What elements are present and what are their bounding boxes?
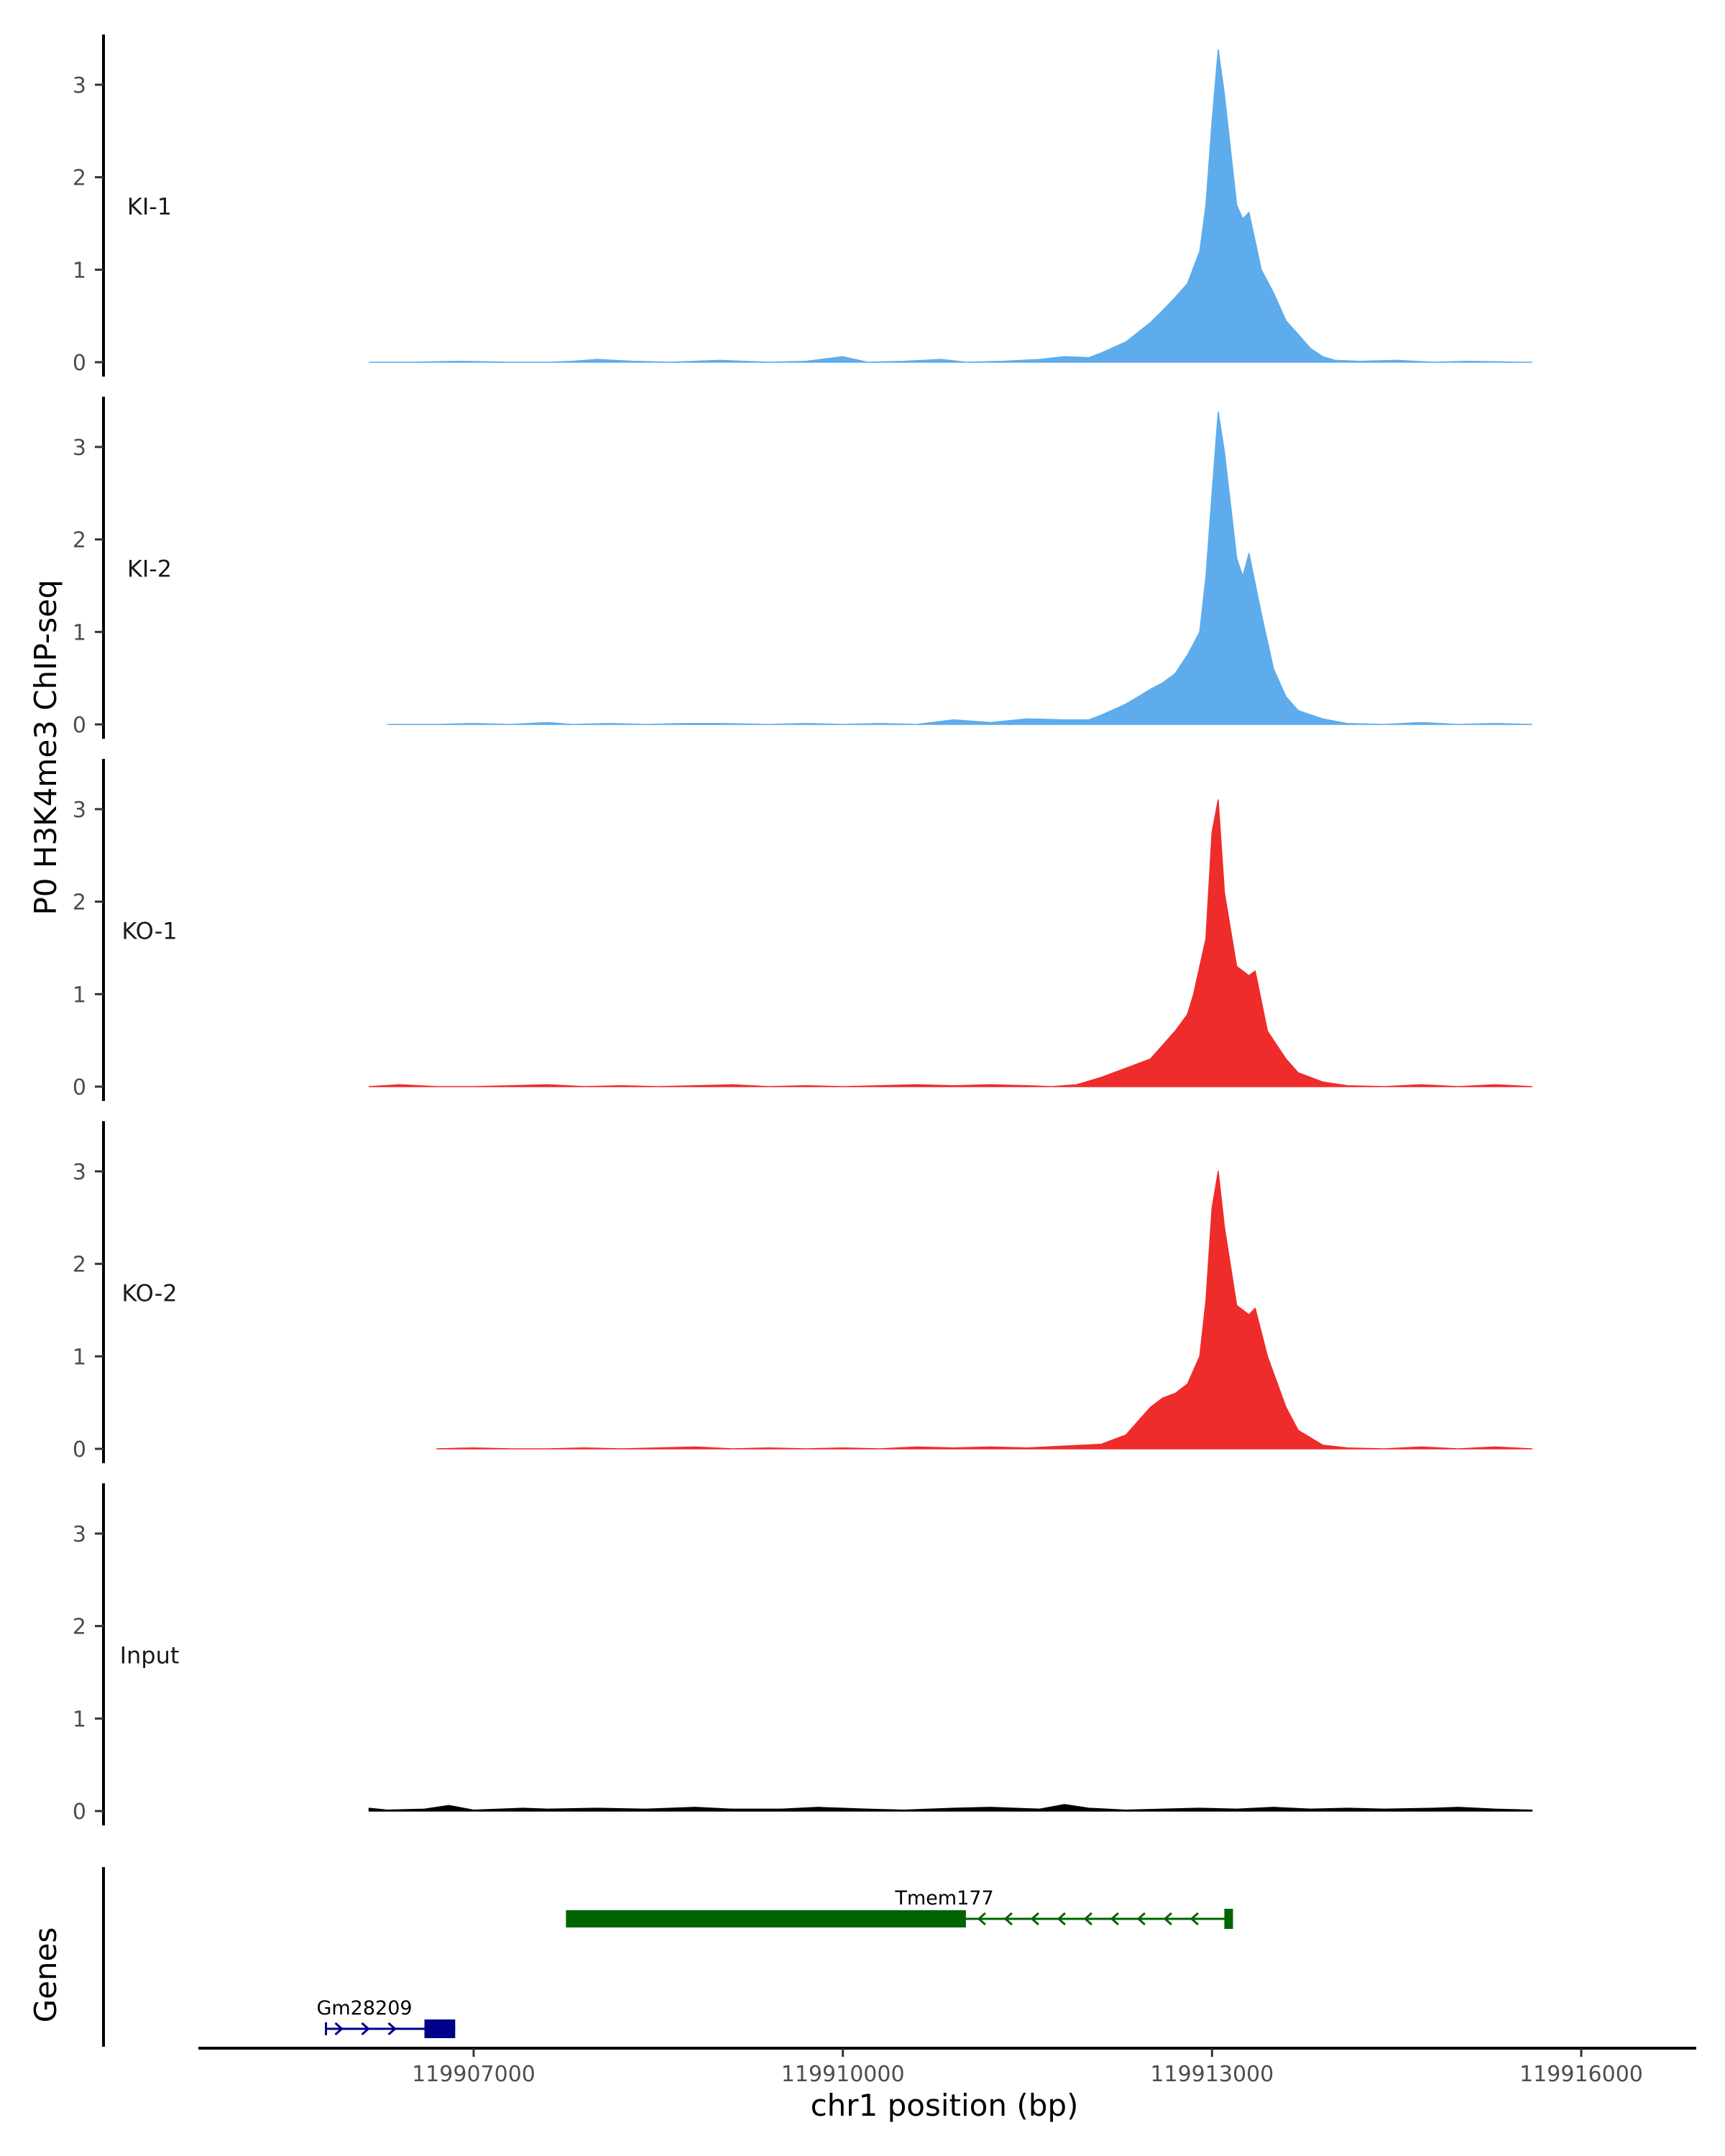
y-tick-label: 0 [73,351,86,376]
x-tick-label: 119910000 [781,2062,905,2087]
coverage-area-ko-2 [436,1171,1533,1450]
strand-arrow [1163,1912,1172,1926]
y-tick-label: 1 [73,982,86,1008]
track-ki-1: 0 1 2 3 KI-1 [73,34,1533,377]
coverage-area-ki-2 [387,411,1533,725]
strand-arrow [1190,1912,1199,1926]
track-label: Input [120,1642,180,1669]
y-axis-title: P0 H3K4me3 ChIP-seq [28,579,63,915]
strand-arrow [387,2022,397,2036]
gene-track: Gm28209 Tmem177 [102,1867,1233,2047]
gene-exon-block [566,1910,966,1927]
gene-exon-block [424,2019,456,2038]
y-tick-label: 3 [73,436,86,461]
strand-arrow [1057,1912,1066,1926]
coverage-area-ko-1 [368,799,1533,1087]
y-tick-label: 3 [73,1160,86,1185]
y-tick-label: 0 [73,1075,86,1100]
gene-label: Tmem177 [894,1887,993,1909]
y-tick-label: 2 [73,890,86,916]
y-tick-label: 0 [73,1800,86,1825]
strand-arrow [334,2022,344,2036]
gene-label: Gm28209 [316,1997,412,2019]
x-axis: 119907000 119910000 119913000 119916000 [198,2047,1696,2087]
strand-arrow [361,2022,370,2036]
track-ki-2: 0 1 2 3 KI-2 [73,397,1533,739]
y-tick-label: 2 [73,166,86,191]
strand-arrow [1110,1912,1119,1926]
strand-arrow [1083,1912,1092,1926]
coverage-area-input [368,1804,1533,1812]
x-tick-label: 119913000 [1150,2062,1274,2087]
track-input: 0 1 2 3 Input [73,1483,1533,1825]
track-label: KO-2 [121,1280,177,1307]
genes-axis-title: Genes [28,1927,63,2023]
x-tick-label: 119916000 [1519,2062,1643,2087]
y-tick-label: 0 [73,713,86,738]
track-label: KO-1 [121,918,177,945]
y-tick-label: 3 [73,73,86,98]
y-tick-label: 0 [73,1437,86,1462]
x-tick-label: 119907000 [412,2062,535,2087]
y-tick-label: 2 [73,1253,86,1278]
y-tick-label: 1 [73,1345,86,1370]
strand-arrow [1030,1912,1039,1926]
coverage-tracks: 0 1 2 3 KI-1 0 1 2 3 KI-2 0 1 2 3 KO-1 0 1 2 3 KO-2 0 1 2 3 Inpu… [73,34,1533,1825]
coverage-area-ki-1 [368,49,1533,363]
y-tick-label: 3 [73,798,86,823]
track-label: KI-1 [127,193,172,221]
x-axis-title: chr1 position (bp) [811,2088,1079,2123]
gene-gm28209: Gm28209 [316,1997,456,2038]
track-label: KI-2 [127,556,172,583]
track-ko-1: 0 1 2 3 KO-1 [73,759,1533,1101]
y-tick-label: 1 [73,1707,86,1732]
y-tick-label: 3 [73,1522,86,1547]
y-tick-label: 2 [73,1615,86,1640]
strand-arrow [1003,1912,1013,1926]
y-tick-label: 1 [73,258,86,283]
gene-exon-block [1224,1909,1233,1929]
track-ko-2: 0 1 2 3 KO-2 [73,1121,1533,1463]
strand-arrow [977,1912,986,1926]
strand-arrow [1136,1912,1146,1926]
gene-tmem177: Tmem177 [566,1887,1233,1929]
y-tick-label: 1 [73,620,86,645]
y-tick-label: 2 [73,528,86,553]
